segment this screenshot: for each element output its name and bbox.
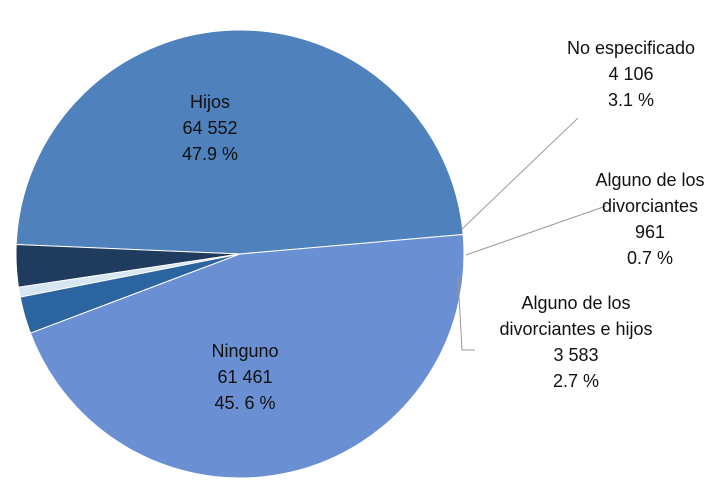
slice-label-alguno-divorciantes-hijos-name-line1: Alguno de los bbox=[521, 293, 630, 313]
slice-label-alguno-divorciantes-name-line2: divorciantes bbox=[602, 196, 698, 216]
data-label-hijos: Hijos 64 552 47.9 % bbox=[182, 92, 238, 164]
slice-label-hijos-percent: 47.9 % bbox=[182, 144, 238, 164]
slice-label-alguno-divorciantes-hijos-value: 3 583 bbox=[553, 345, 598, 365]
leader-line-alguno-de-los-divorciantes bbox=[465, 205, 607, 256]
data-label-no-especificado: No especificado 4 106 3.1 % bbox=[567, 38, 695, 110]
data-label-alguno-divorciantes-hijos: Alguno de los divorciantes e hijos 3 583… bbox=[499, 293, 652, 391]
slice-label-hijos-name: Hijos bbox=[190, 92, 230, 112]
slice-label-alguno-divorciantes-name-line1: Alguno de los bbox=[595, 170, 704, 190]
slice-label-alguno-divorciantes-value: 961 bbox=[635, 222, 665, 242]
slice-label-ninguno-value: 61 461 bbox=[217, 367, 272, 387]
data-label-ninguno: Ninguno 61 461 45. 6 % bbox=[211, 341, 278, 413]
leader-line-alguno-de-los-divorciantes-e-hijos bbox=[457, 277, 475, 351]
slice-label-alguno-divorciantes-hijos-name-line2: divorciantes e hijos bbox=[499, 319, 652, 339]
pie-slice-ninguno bbox=[29, 233, 465, 479]
slice-label-alguno-divorciantes-hijos-percent: 2.7 % bbox=[553, 371, 599, 391]
pie-slice-hijos bbox=[15, 29, 464, 255]
data-label-alguno-divorciantes: Alguno de los divorciantes 961 0.7 % bbox=[595, 170, 704, 268]
pie-slices bbox=[15, 29, 465, 479]
slice-label-hijos-value: 64 552 bbox=[182, 118, 237, 138]
slice-label-no-especificado-percent: 3.1 % bbox=[608, 90, 654, 110]
slice-label-no-especificado-value: 4 106 bbox=[608, 64, 653, 84]
leader-line-no-especificado bbox=[461, 117, 579, 230]
slice-label-alguno-divorciantes-percent: 0.7 % bbox=[627, 248, 673, 268]
leader-lines bbox=[457, 117, 607, 351]
slice-label-no-especificado-name: No especificado bbox=[567, 38, 695, 58]
slice-label-ninguno-name: Ninguno bbox=[211, 341, 278, 361]
slice-label-ninguno-percent: 45. 6 % bbox=[214, 393, 275, 413]
